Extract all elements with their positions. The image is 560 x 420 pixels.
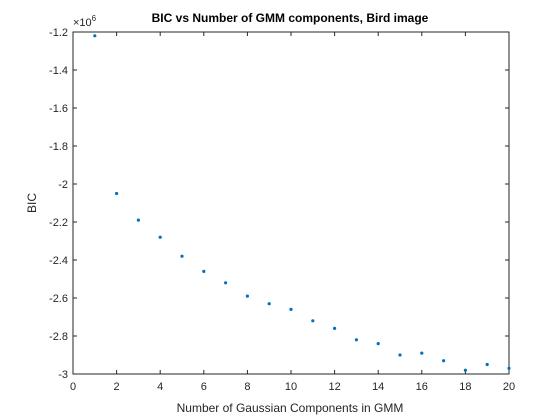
data-point	[289, 307, 293, 311]
data-point	[354, 338, 358, 342]
data-point	[420, 351, 424, 355]
data-point	[376, 342, 380, 346]
data-points	[93, 34, 511, 372]
data-point	[463, 368, 467, 372]
x-tick-label: 8	[244, 381, 250, 393]
data-point	[115, 191, 119, 196]
data-point	[398, 353, 402, 357]
y-exponent-power: 6	[92, 14, 97, 23]
data-point	[507, 366, 511, 370]
y-tick-label: -1.2	[49, 27, 68, 39]
data-point	[442, 359, 446, 363]
x-tick-label: 18	[459, 381, 471, 393]
y-tick-label: -1.8	[49, 141, 68, 153]
y-tick-label: -1.4	[49, 65, 68, 77]
x-tick-label: 10	[285, 381, 297, 393]
chart-title: BIC vs Number of GMM components, Bird im…	[152, 11, 429, 25]
y-axis-label: BIC	[25, 193, 39, 213]
data-point	[311, 319, 315, 323]
y-exponent-label: ×106	[73, 14, 97, 29]
y-tick-label: -2.4	[49, 255, 68, 267]
x-tick-label: 6	[201, 381, 207, 393]
y-tick-label: -2	[58, 179, 68, 191]
data-point	[158, 235, 162, 239]
x-axis-label: Number of Gaussian Components in GMM	[177, 401, 404, 415]
data-point	[93, 34, 97, 38]
data-point	[180, 254, 184, 258]
data-point	[202, 269, 206, 273]
x-tick-label: 0	[70, 381, 76, 393]
x-tick-label: 16	[416, 381, 428, 393]
data-point	[224, 281, 228, 285]
x-tick-label: 20	[503, 381, 515, 393]
y-tick-label: -1.6	[49, 103, 68, 115]
x-tick-label: 12	[328, 381, 340, 393]
x-axis-ticks: 0 2 4 6 8 10 12 14 16 18 20	[70, 32, 515, 393]
data-point	[136, 218, 140, 222]
plot-axes	[72, 31, 510, 375]
data-point	[267, 302, 271, 306]
y-axis-ticks: -3 -2.8 -2.6 -2.4 -2.2 -2 -1.8 -1.6 -1.4 -1.2	[49, 27, 509, 381]
x-tick-label: 2	[114, 381, 120, 393]
y-tick-label: -2.8	[49, 331, 68, 343]
data-point	[245, 294, 249, 298]
y-tick-label: -2.6	[49, 293, 68, 305]
x-tick-label: 4	[157, 381, 163, 393]
y-tick-label: -2.2	[49, 217, 68, 229]
plot-box	[72, 31, 510, 375]
x-tick-label: 14	[372, 381, 384, 393]
data-point	[333, 326, 337, 330]
y-tick-label: -3	[58, 369, 68, 381]
data-point	[485, 362, 489, 367]
y-exponent-base: ×10	[73, 17, 92, 29]
